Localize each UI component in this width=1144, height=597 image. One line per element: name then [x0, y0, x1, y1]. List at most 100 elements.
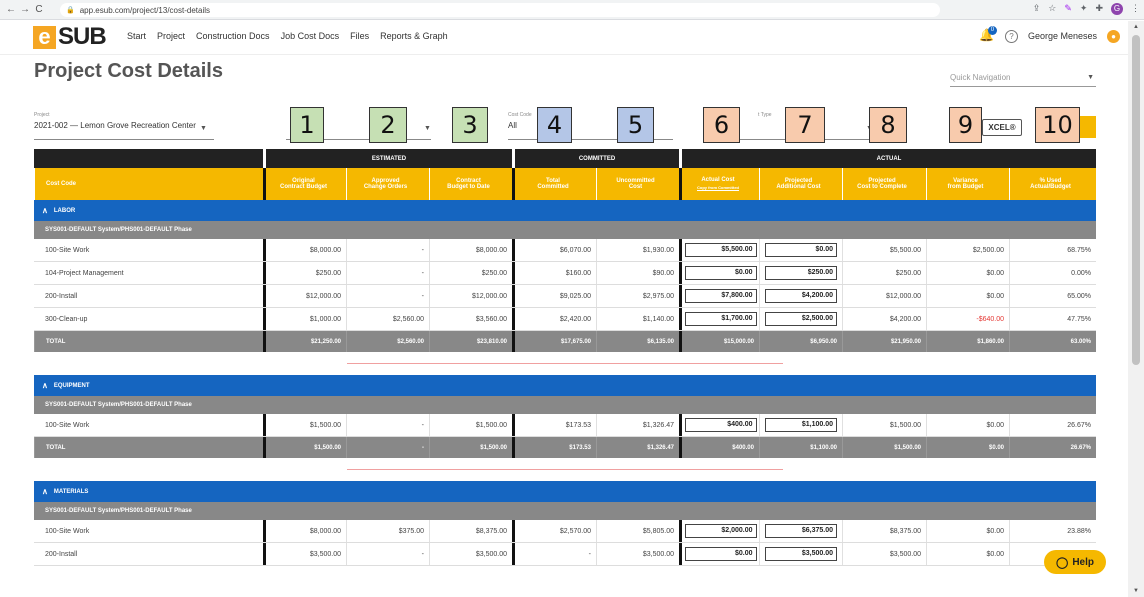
extension-puzzle-icon[interactable]: ✚ — [1095, 3, 1103, 13]
menu-start[interactable]: Start — [127, 31, 147, 41]
column-group-header: ESTIMATED COMMITTED ACTUAL — [34, 149, 1096, 168]
table-body: ∧ LABOR SYS001-DEFAULT System/PHS001-DEFAU… — [34, 200, 1096, 566]
column-header[interactable]: Projected Cost to Complete — [842, 168, 926, 200]
page-scrollbar[interactable]: ▲ ▼ — [1128, 21, 1144, 597]
help-button[interactable]: ◯ Help — [1044, 550, 1106, 574]
bookmark-star-icon[interactable]: ☆ — [1048, 3, 1057, 13]
forward-icon[interactable]: → — [20, 4, 30, 15]
projected-additional-cost-input[interactable]: $4,200.00 — [765, 289, 837, 303]
scroll-down-icon[interactable]: ▼ — [1133, 588, 1139, 594]
value-cell: 65.00% — [1009, 285, 1096, 307]
address-bar[interactable]: 🔒 app.esub.com/project/13/cost-details — [60, 3, 940, 17]
column-header[interactable]: Original Contract Budget — [263, 168, 346, 200]
menu-reports-graph[interactable]: Reports & Graph — [380, 31, 448, 41]
menu-project[interactable]: Project — [157, 31, 186, 41]
projected-additional-cost-input[interactable]: $2,500.00 — [765, 312, 837, 326]
value-cell: $8,000.00 — [429, 239, 512, 261]
actual-cost-input[interactable]: $7,800.00 — [684, 289, 757, 303]
column-header[interactable]: Actual Cost Copy from Committed — [679, 168, 759, 200]
value-cell: $2,560.00 — [346, 331, 429, 352]
copy-from-committed-link[interactable]: Copy from Committed — [697, 185, 739, 190]
section-header[interactable]: ∧ EQUIPMENT — [34, 375, 1096, 396]
chat-bubble-icon: ◯ — [1056, 556, 1069, 569]
caret-down-icon: ▼ — [424, 125, 431, 132]
table-row: 300-Clean-up $1,000.00 $2,560.00 $3,560.00 $… — [34, 308, 1096, 331]
user-name[interactable]: George Meneses — [1027, 31, 1097, 41]
logo-text: SUB — [58, 23, 107, 50]
value-cell: $1,500.00 — [842, 437, 926, 458]
projected-additional-cost-input[interactable]: $250.00 — [765, 266, 837, 280]
quick-navigation-select[interactable]: Quick Navigation ▼ — [950, 73, 1096, 87]
scroll-up-icon[interactable]: ▲ — [1133, 24, 1139, 30]
actual-cost-input[interactable]: $0.00 — [684, 266, 757, 280]
value-cell: $12,000.00 — [263, 285, 346, 307]
value-cell: $173.53 — [512, 437, 596, 458]
section-header[interactable]: ∧ MATERIALS — [34, 481, 1096, 502]
value-cell: $1,326.47 — [596, 437, 679, 458]
chevron-up-icon[interactable]: ∧ — [42, 206, 48, 215]
value-cell: $6,135.00 — [596, 331, 679, 352]
esub-logo[interactable]: e SUB — [33, 23, 107, 50]
value-cell: $250.00 — [429, 262, 512, 284]
value-cell: $6,070.00 — [512, 239, 596, 261]
value-cell: 23.88% — [1009, 520, 1096, 542]
section-header[interactable]: ∧ LABOR — [34, 200, 1096, 221]
browser-menu-icon[interactable]: ⋮ — [1131, 3, 1140, 13]
actual-cost-input[interactable]: $5,500.00 — [684, 243, 757, 257]
question-icon[interactable]: ? — [1004, 29, 1018, 43]
column-header[interactable]: Total Committed — [512, 168, 596, 200]
column-header[interactable]: Contract Budget to Date — [429, 168, 512, 200]
column-header[interactable]: Variance from Budget — [926, 168, 1009, 200]
share-icon[interactable]: ⇪ — [1032, 3, 1041, 13]
actual-cost-input[interactable]: $1,700.00 — [684, 312, 757, 326]
select-underline — [286, 139, 431, 140]
bell-icon[interactable]: 🔔 0 — [979, 26, 997, 44]
projected-additional-cost-input[interactable]: $6,375.00 — [765, 524, 837, 538]
value-cell: $6,950.00 — [759, 331, 842, 352]
projected-additional-cost-input[interactable]: $0.00 — [765, 243, 837, 257]
column-header-label: Uncommitted Cost — [616, 178, 655, 190]
value-cell: $1,860.00 — [926, 331, 1009, 352]
user-avatar-icon[interactable]: ● — [1107, 29, 1120, 43]
column-header[interactable]: Approved Change Orders — [346, 168, 429, 200]
column-header-row: Cost Code Original Contract Budget Approve… — [34, 168, 1096, 200]
menu-job-cost-docs[interactable]: Job Cost Docs — [280, 31, 340, 41]
export-excel-button[interactable]: XCEL® — [982, 119, 1022, 136]
scroll-thumb[interactable] — [1132, 35, 1140, 365]
project-value: 2021-002 — Lemon Grove Recreation Center — [34, 121, 196, 130]
projected-additional-cost-input[interactable]: $3,500.00 — [765, 547, 837, 561]
cost-code-select[interactable]: Cost Code All — [508, 112, 673, 140]
value-cell: $8,375.00 — [842, 520, 926, 542]
back-icon[interactable]: ← — [6, 4, 16, 15]
projected-additional-cell: $2,500.00 — [759, 308, 842, 330]
chevron-up-icon[interactable]: ∧ — [42, 487, 48, 496]
project-select[interactable]: Project 2021-002 — Lemon Grove Recreatio… — [34, 112, 214, 140]
extension-icon[interactable]: ✦ — [1079, 3, 1088, 13]
column-header[interactable]: Uncommitted Cost — [596, 168, 679, 200]
extension-pen-icon[interactable]: ✎ — [1064, 3, 1072, 13]
reload-icon[interactable]: C — [35, 4, 43, 15]
column-header[interactable]: Cost Code — [34, 168, 263, 200]
cost-code-cell: TOTAL — [34, 437, 263, 458]
value-cell: $9,025.00 — [512, 285, 596, 307]
value-cell: $1,326.47 — [596, 414, 679, 436]
value-cell: $250.00 — [263, 262, 346, 284]
profile-avatar[interactable]: G — [1111, 3, 1123, 15]
subsection-header: SYS001-DEFAULT System/PHS001-DEFAULT Pha… — [34, 502, 1096, 520]
action-button[interactable] — [1080, 116, 1096, 138]
column-header[interactable]: % Used Actual/Budget — [1009, 168, 1096, 200]
actual-cost-input[interactable]: $0.00 — [684, 547, 757, 561]
url-text: app.esub.com/project/13/cost-details — [79, 5, 211, 15]
projected-additional-cost-input[interactable]: $1,100.00 — [765, 418, 837, 432]
actual-cost-input[interactable]: $400.00 — [684, 418, 757, 432]
menu-files[interactable]: Files — [350, 31, 370, 41]
value-cell: $0.00 — [926, 437, 1009, 458]
menu-construction-docs[interactable]: Construction Docs — [196, 31, 270, 41]
chevron-up-icon[interactable]: ∧ — [42, 381, 48, 390]
logo-mark: e — [33, 25, 56, 49]
actual-cost-input[interactable]: $2,000.00 — [684, 524, 757, 538]
column-header-label: Actual Cost — [701, 177, 735, 183]
cost-type-select-1[interactable]: ▼ — [286, 112, 431, 140]
column-header[interactable]: Projected Additional Cost — [759, 168, 842, 200]
lock-icon: 🔒 — [66, 7, 75, 14]
